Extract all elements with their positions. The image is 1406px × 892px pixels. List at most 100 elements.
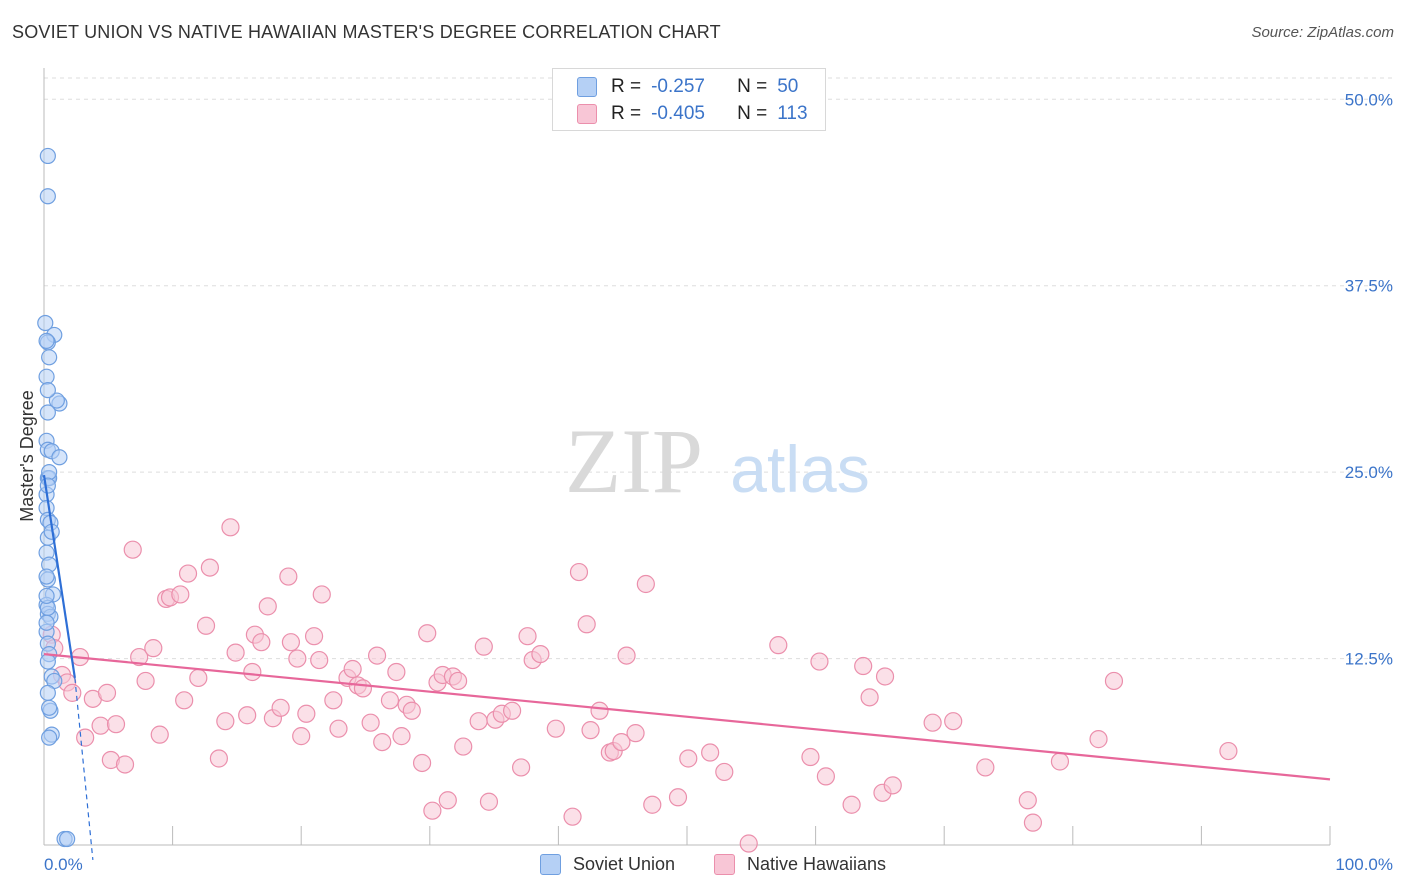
point-soviet-union (39, 684, 56, 701)
point-native-hawaiians (392, 727, 411, 746)
point-native-hawaiians (279, 567, 298, 586)
point-soviet-union (51, 449, 68, 466)
point-native-hawaiians (175, 691, 194, 710)
point-native-hawaiians (563, 807, 582, 826)
point-soviet-union (39, 147, 56, 165)
legend-row-native-hawaiians: R = -0.405 N = 113 (577, 101, 808, 127)
point-native-hawaiians (875, 667, 895, 686)
point-native-hawaiians (243, 662, 262, 682)
point-soviet-union (59, 830, 76, 848)
point-native-hawaiians (324, 691, 343, 710)
legend-n-value: 113 (777, 103, 808, 124)
point-soviet-union (38, 332, 55, 349)
point-soviet-union (39, 382, 56, 399)
point-native-hawaiians (715, 762, 734, 782)
point-native-hawaiians (106, 715, 126, 734)
bottom-legend-swatch-pink (714, 853, 735, 875)
point-native-hawaiians (479, 792, 499, 811)
point-native-hawaiians (353, 679, 373, 698)
point-soviet-union (41, 729, 58, 746)
y-tick-label: 37.5% (1345, 277, 1393, 296)
point-native-hawaiians (1023, 813, 1043, 832)
point-native-hawaiians (546, 719, 565, 738)
point-native-hawaiians (226, 643, 245, 662)
point-native-hawaiians (1219, 741, 1238, 761)
point-native-hawaiians (402, 701, 421, 720)
point-native-hawaiians (810, 652, 829, 671)
series-soviet-union (37, 147, 76, 848)
point-native-hawaiians (801, 747, 820, 767)
watermark-zip: ZIP (565, 410, 703, 512)
point-native-hawaiians (1089, 730, 1108, 749)
legend-n-value: 50 (777, 76, 799, 97)
x-tick-label: 0.0% (44, 855, 83, 874)
point-native-hawaiians (216, 712, 235, 731)
point-native-hawaiians (636, 574, 655, 594)
point-native-hawaiians (288, 649, 307, 668)
point-native-hawaiians (590, 701, 609, 720)
point-native-hawaiians (418, 624, 437, 643)
point-native-hawaiians (130, 647, 149, 667)
point-native-hawaiians (454, 737, 473, 756)
legend-n-label: N = (737, 76, 768, 97)
point-native-hawaiians (178, 564, 198, 583)
point-native-hawaiians (531, 644, 550, 664)
point-soviet-union (38, 368, 55, 385)
point-native-hawaiians (668, 788, 688, 807)
point-native-hawaiians (976, 758, 995, 777)
point-native-hawaiians (367, 646, 387, 665)
point-native-hawaiians (258, 597, 277, 616)
point-native-hawaiians (387, 662, 406, 682)
bottom-legend-label: Native Hawaiians (747, 853, 887, 874)
point-soviet-union (38, 614, 55, 631)
point-native-hawaiians (136, 671, 155, 691)
legend-r-label: R = (611, 76, 642, 97)
point-native-hawaiians (617, 646, 636, 665)
grid-lines (44, 77, 1395, 660)
point-native-hawaiians (310, 650, 329, 670)
point-native-hawaiians (518, 627, 537, 646)
bottom-legend-native-hawaiians: Native Hawaiians (714, 852, 886, 876)
legend: R = -0.257 N = 50 R = -0.405 N = 113 (552, 68, 826, 131)
point-native-hawaiians (612, 732, 631, 752)
point-native-hawaiians (701, 743, 720, 762)
point-native-hawaiians (91, 716, 110, 735)
point-native-hawaiians (221, 518, 240, 537)
point-native-hawaiians (423, 801, 442, 820)
legend-swatch-blue (577, 77, 597, 97)
point-native-hawaiians (312, 585, 331, 604)
x-tick-label: 100.0% (1335, 855, 1393, 874)
point-native-hawaiians (816, 767, 835, 786)
y-tick-label: 12.5% (1345, 650, 1393, 669)
point-native-hawaiians (171, 585, 190, 604)
point-native-hawaiians (769, 636, 788, 655)
legend-r-label: R = (611, 103, 642, 124)
trendline-soviet-union-extension (74, 677, 94, 860)
point-native-hawaiians (679, 749, 698, 768)
point-native-hawaiians (304, 627, 324, 646)
point-native-hawaiians (189, 668, 208, 688)
y-tick-label: 25.0% (1345, 463, 1393, 482)
point-native-hawaiians (448, 671, 468, 691)
point-native-hawaiians (854, 656, 873, 676)
point-soviet-union (41, 699, 58, 716)
point-native-hawaiians (271, 698, 290, 717)
bottom-legend-label: Soviet Union (573, 853, 676, 874)
trendline-native-hawaiians (43, 653, 1331, 781)
point-native-hawaiians (860, 688, 879, 707)
point-native-hawaiians (373, 732, 392, 752)
point-native-hawaiians (577, 615, 596, 634)
tick-labels: 12.5% 25.0% 37.5% 50.0% 0.0% 100.0% (44, 90, 1393, 874)
point-native-hawaiians (581, 721, 600, 740)
watermark-atlas: atlas (730, 432, 869, 506)
point-soviet-union (39, 404, 56, 421)
point-soviet-union (39, 653, 56, 670)
point-native-hawaiians (1104, 671, 1124, 691)
legend-row-soviet-union: R = -0.257 N = 50 (577, 74, 798, 100)
point-soviet-union (37, 314, 54, 332)
point-native-hawaiians (292, 727, 311, 746)
bottom-legend-swatch-blue (540, 853, 561, 875)
point-native-hawaiians (329, 719, 348, 738)
point-native-hawaiians (361, 713, 380, 732)
point-soviet-union (38, 587, 55, 605)
